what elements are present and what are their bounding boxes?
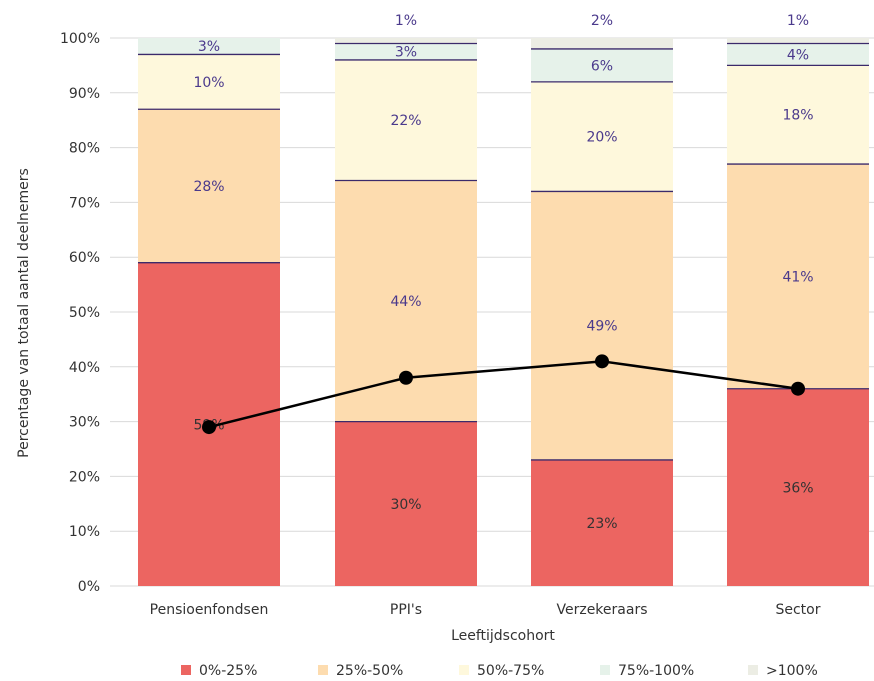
line-point [791,381,805,396]
bar-segment [138,109,280,263]
data-label: 30% [390,497,421,513]
data-label: 4% [787,47,809,63]
bar-segment [335,43,477,60]
bar-segment [335,421,477,586]
y-tick-label: 10% [69,524,100,540]
legend-swatch [181,665,191,675]
data-label: 10% [193,75,224,91]
legend: 0%-25% 25%-50% 50%-75% 75%-100% >100% [181,663,818,679]
x-tick-label: Verzekeraars [556,602,647,618]
bar-segment [727,65,869,165]
data-label: 44% [390,294,421,310]
average-line [202,354,805,435]
data-label: 22% [390,113,421,129]
bar-segment [138,38,280,55]
x-tick-label: Pensioenfondsen [150,602,269,618]
y-tick-label: 0% [78,579,100,595]
legend-swatch [459,665,469,675]
y-tick-label: 80% [69,141,100,157]
data-label: 3% [198,39,220,55]
data-label: 49% [586,319,617,335]
y-tick-label: 20% [69,469,100,485]
x-tick-label: Sector [775,602,820,618]
x-axis-title: Leeftijdscohort [451,628,555,644]
y-tick-label: 50% [69,305,100,321]
line-point [399,370,413,385]
data-label: 36% [782,480,813,496]
bars: 59%28%10%3%30%44%22%3%1%23%49%20%6%2%36%… [138,13,869,586]
y-axis: 0% 10% 20% 30% 40% 50% 60% 70% 80% 90% 100% [60,31,100,595]
bar-segment [727,43,869,66]
bar-segment [531,81,673,192]
legend-label: 50%-75% [477,663,544,679]
x-tick-label: PPI's [390,602,422,618]
y-tick-label: 90% [69,86,100,102]
data-label: 1% [395,13,417,29]
data-label: 3% [395,45,417,61]
y-tick-label: 60% [69,250,100,266]
data-label: 23% [586,516,617,532]
legend-label: 25%-50% [336,663,403,679]
legend-swatch [600,665,610,675]
data-label: 20% [586,130,617,146]
legend-label: >100% [766,663,818,679]
data-label: 41% [782,269,813,285]
bar-segment [531,48,673,82]
legend-label: 75%-100% [618,663,694,679]
x-axis: Pensioenfondsen PPI's Verzekeraars Sector [150,602,821,618]
data-label: 18% [782,108,813,124]
data-label: 6% [591,58,613,74]
legend-label: 0%-25% [199,663,257,679]
data-label: 1% [787,13,809,29]
y-axis-title: Percentage van totaal aantal deelnemers [16,168,32,458]
bar-segment [531,191,673,460]
legend-swatch [318,665,328,675]
line-point [595,354,609,369]
y-tick-label: 40% [69,360,100,376]
y-tick-label: 70% [69,195,100,211]
bar-segment [335,38,477,44]
line-point [202,420,216,435]
legend-swatch [748,665,758,675]
bar-segment [138,54,280,110]
y-tick-label: 100% [60,31,100,47]
bar-segment [335,59,477,181]
data-label: 2% [591,13,613,29]
data-label: 28% [193,179,224,195]
bar-segment [531,38,673,49]
y-tick-label: 30% [69,415,100,431]
bar-segment [727,388,869,586]
line-series [208,360,799,429]
bar-segment [531,459,673,586]
bar-segment [727,164,869,389]
bar-segment [727,38,869,44]
